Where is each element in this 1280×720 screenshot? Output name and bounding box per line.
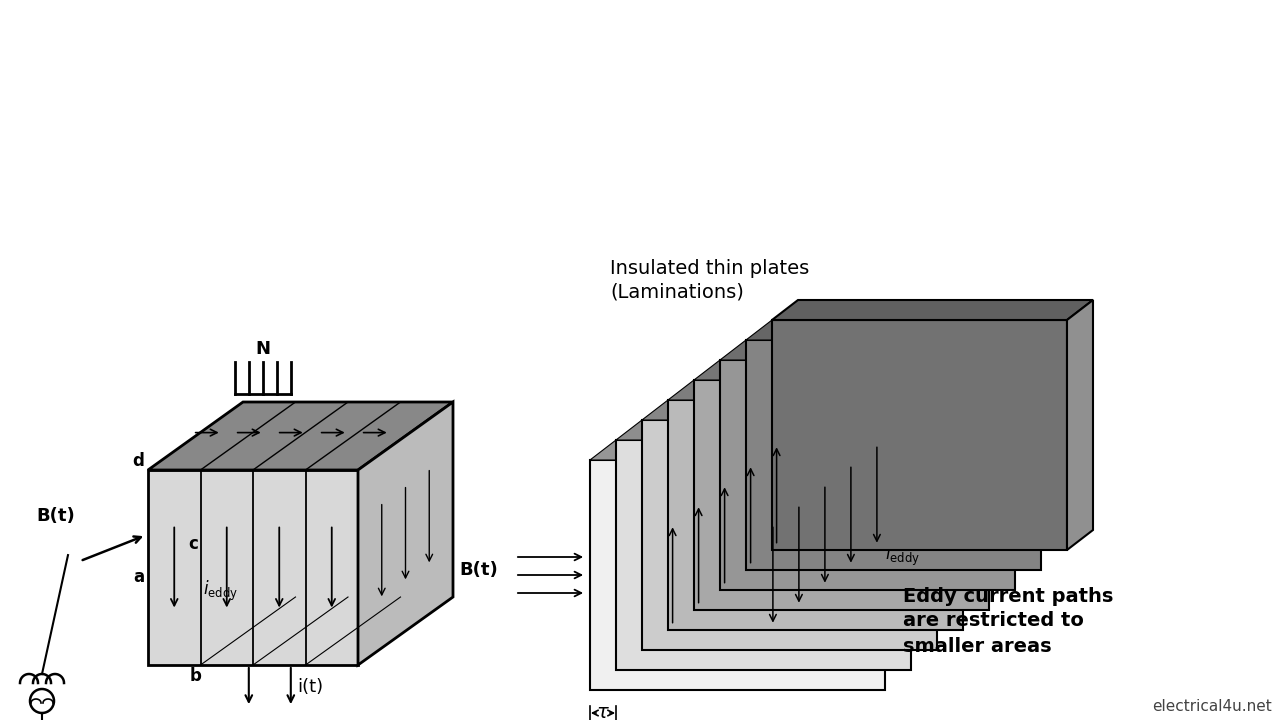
Text: b: b: [189, 667, 201, 685]
Polygon shape: [694, 360, 1015, 380]
Text: Eddy current paths
are restricted to
smaller areas: Eddy current paths are restricted to sma…: [902, 587, 1114, 655]
Text: i(t): i(t): [297, 678, 323, 696]
Polygon shape: [1068, 300, 1093, 550]
Polygon shape: [668, 380, 989, 400]
Polygon shape: [616, 420, 937, 440]
Polygon shape: [719, 340, 1041, 360]
Text: $\tau$: $\tau$: [596, 703, 609, 720]
Polygon shape: [772, 320, 1068, 550]
Polygon shape: [643, 400, 963, 420]
Polygon shape: [616, 440, 911, 670]
Polygon shape: [772, 300, 1093, 320]
Polygon shape: [358, 402, 453, 665]
Text: Current Calculator: Current Calculator: [150, 170, 1130, 262]
Text: B(t): B(t): [460, 561, 498, 579]
Text: electrical4u.net: electrical4u.net: [1152, 699, 1272, 714]
Polygon shape: [694, 380, 989, 610]
Polygon shape: [148, 402, 453, 470]
Polygon shape: [746, 320, 1068, 340]
Text: c: c: [188, 535, 198, 553]
Text: $i_{\mathrm{eddy}}$: $i_{\mathrm{eddy}}$: [204, 579, 238, 603]
Polygon shape: [719, 360, 1015, 590]
Text: Transformer Full load: Transformer Full load: [72, 48, 1208, 140]
Polygon shape: [590, 440, 911, 460]
Text: $i_{\mathrm{eddy}}$: $i_{\mathrm{eddy}}$: [884, 544, 920, 568]
Polygon shape: [643, 420, 937, 650]
Text: Insulated thin plates
(Laminations): Insulated thin plates (Laminations): [611, 259, 809, 302]
Text: a: a: [133, 568, 143, 586]
Text: N: N: [256, 340, 271, 358]
Polygon shape: [590, 460, 884, 690]
Text: B(t): B(t): [36, 507, 74, 525]
Text: d: d: [132, 452, 143, 470]
Polygon shape: [668, 400, 963, 630]
Polygon shape: [148, 470, 358, 665]
Polygon shape: [746, 340, 1041, 570]
